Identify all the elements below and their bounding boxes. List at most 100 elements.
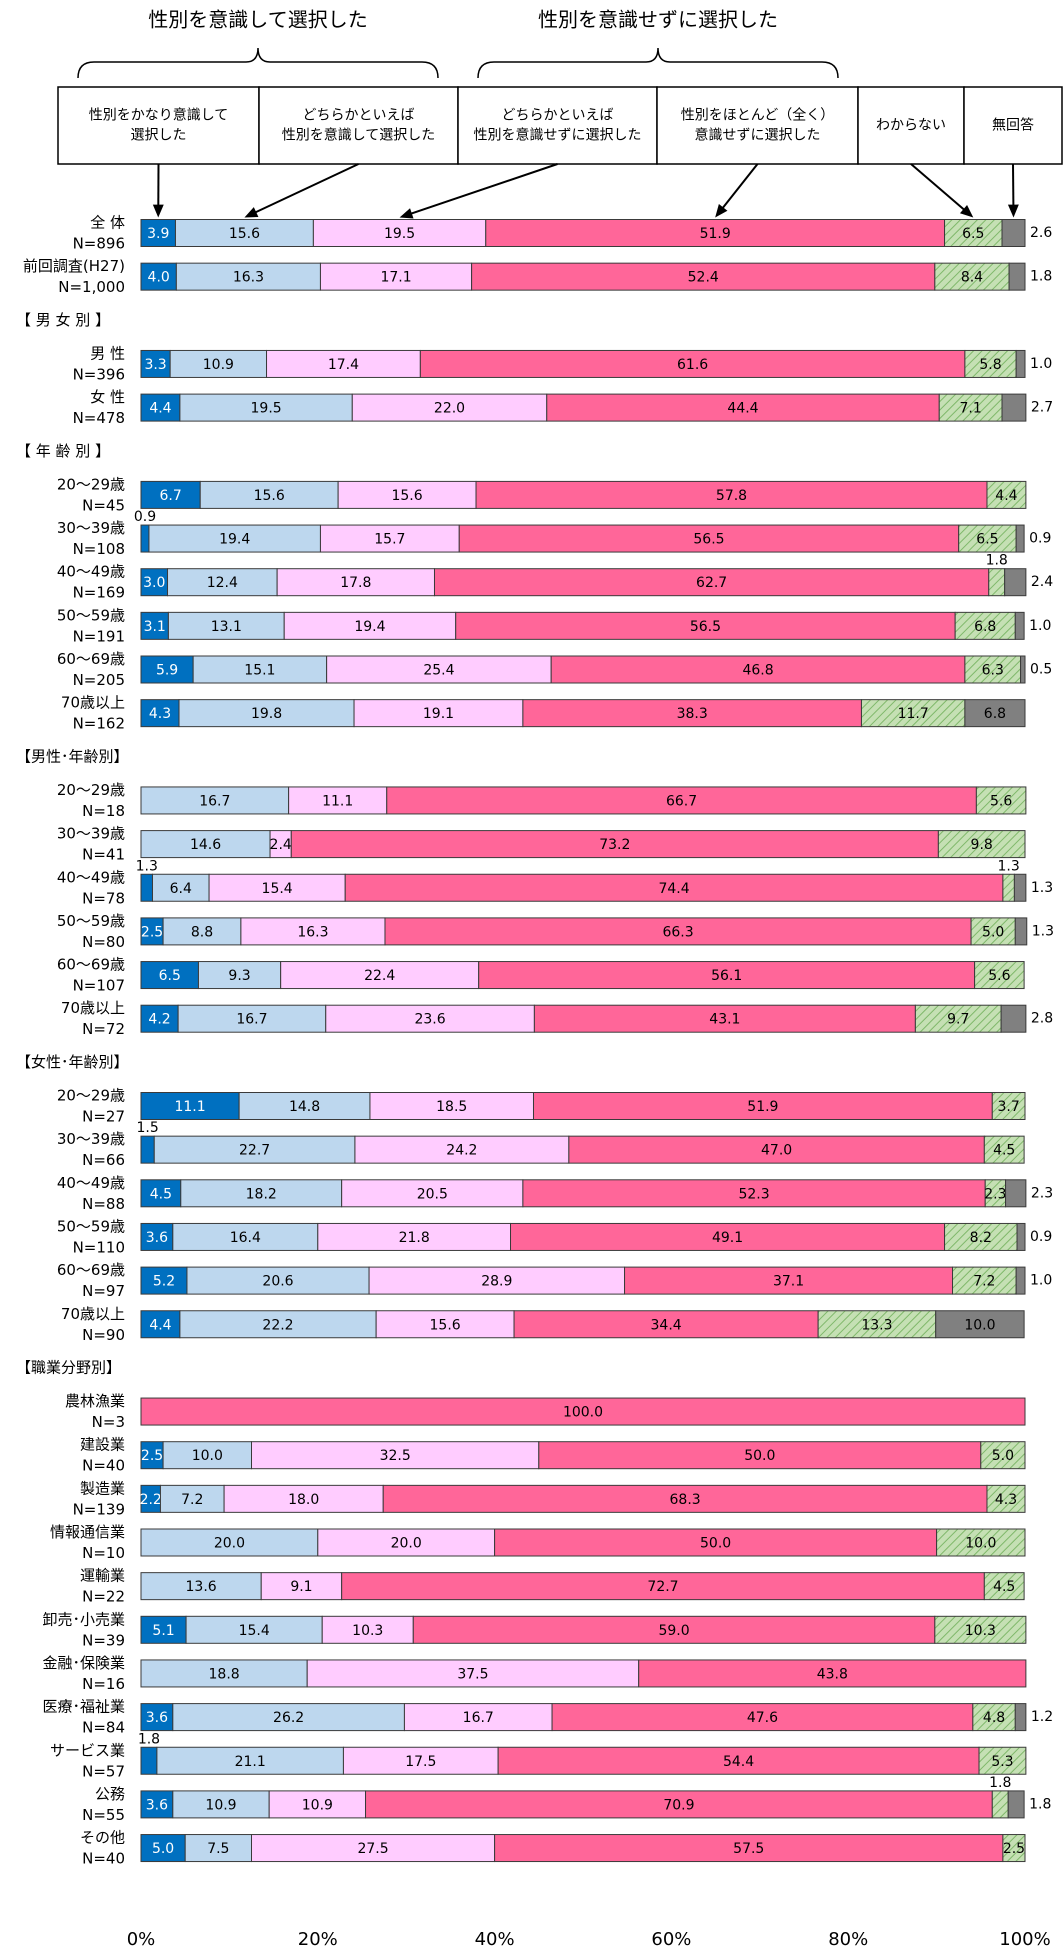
- bar-segment: [266, 349, 421, 378]
- bar-segment: [860, 699, 966, 728]
- bar-segment: [975, 786, 1027, 815]
- value-label: 61.6: [677, 357, 708, 373]
- x-tick-label: 20%: [298, 1929, 338, 1950]
- bar-segment: [1008, 262, 1026, 291]
- value-label: 2.7: [1031, 400, 1053, 416]
- bar-segment: [140, 262, 177, 291]
- value-label: 59.0: [658, 1623, 689, 1639]
- n-label: N=55: [82, 1806, 125, 1824]
- bar-segment: [934, 262, 1010, 291]
- value-label: 11.1: [322, 793, 353, 809]
- bar-segment: [986, 480, 1027, 509]
- n-label: N=162: [73, 715, 125, 733]
- value-label: 56.5: [690, 619, 721, 635]
- bar-segment: [240, 917, 386, 946]
- value-label: 4.3: [149, 706, 171, 722]
- bar-segment: [510, 1222, 946, 1251]
- category-label: 40〜49歳: [57, 1174, 125, 1192]
- bar-segment: [156, 1746, 344, 1775]
- value-label: 7.2: [181, 1492, 203, 1508]
- value-label: 9.1: [290, 1579, 312, 1595]
- bar-segment: [494, 1834, 1004, 1863]
- value-label: 66.3: [662, 924, 693, 940]
- value-label: 3.1: [144, 619, 166, 635]
- group-label: 性別を意識せずに選択した: [538, 8, 778, 32]
- value-label: 2.3: [984, 1186, 1006, 1202]
- value-label: 4.5: [150, 1186, 172, 1202]
- value-label: 1.8: [989, 1775, 1011, 1791]
- legend-box: [656, 86, 859, 165]
- value-label: 3.6: [146, 1797, 168, 1813]
- value-label: 9.3: [228, 968, 250, 984]
- bar-segment: [268, 1790, 367, 1819]
- bar-segment: [199, 480, 339, 509]
- n-label: N=205: [73, 671, 125, 689]
- category-label: 前回調査(H27): [23, 257, 125, 275]
- value-label: 1.8: [138, 1731, 160, 1747]
- value-label: 2.2: [140, 1492, 162, 1508]
- value-label: 54.4: [723, 1754, 754, 1770]
- n-label: N=191: [73, 627, 125, 645]
- value-label: 56.5: [693, 532, 724, 548]
- value-label: 70.9: [663, 1797, 694, 1813]
- value-label: 19.4: [354, 619, 385, 635]
- bar-segment: [532, 1092, 993, 1120]
- category-label: 全 体: [90, 214, 125, 232]
- value-label: 22.2: [262, 1317, 293, 1333]
- bar-segment: [319, 262, 473, 291]
- value-label: 5.0: [992, 1448, 1014, 1464]
- value-label: 4.3: [995, 1492, 1017, 1508]
- value-label: 2.4: [270, 837, 292, 853]
- bar-segment: [954, 611, 1016, 640]
- value-label: 52.3: [738, 1186, 769, 1202]
- value-label: 51.9: [747, 1099, 778, 1115]
- bar-segment: [1015, 524, 1025, 553]
- value-label: 6.5: [159, 968, 181, 984]
- arrow-head: [152, 204, 164, 218]
- brace: [477, 47, 839, 79]
- value-label: 15.7: [374, 532, 405, 548]
- bar-segment: [1013, 873, 1027, 902]
- category-label: 運輸業: [80, 1567, 125, 1585]
- bar-segment: [1014, 1703, 1027, 1732]
- bar-segment: [283, 611, 457, 640]
- value-label: 34.4: [651, 1317, 682, 1333]
- bar-segment: [986, 1484, 1026, 1513]
- bar-segment: [1002, 1834, 1026, 1863]
- value-label: 17.8: [340, 575, 371, 591]
- legend-box: [258, 86, 459, 165]
- n-label: N=41: [82, 846, 125, 864]
- bar-segment: [319, 524, 460, 553]
- bar-segment: [197, 961, 282, 990]
- bar-segment: [1015, 1266, 1026, 1295]
- bar-segment: [140, 1179, 182, 1208]
- bar-segment: [991, 1092, 1026, 1120]
- value-label: 2.5: [1003, 1841, 1025, 1857]
- legend-box: [57, 86, 260, 165]
- bar-segment: [344, 873, 1004, 902]
- bar-segment: [458, 524, 960, 553]
- value-label: 13.3: [861, 1317, 892, 1333]
- x-tick-label: 100%: [999, 1929, 1050, 1950]
- value-label: 10.9: [302, 1797, 333, 1813]
- value-label: 0.5: [1030, 662, 1052, 678]
- value-label: 1.8: [1029, 1796, 1051, 1812]
- arrow-head: [399, 208, 414, 219]
- value-label: 32.5: [380, 1448, 411, 1464]
- bar-segment: [938, 393, 1003, 422]
- bar-segment: [1014, 917, 1028, 946]
- bar-segment: [337, 480, 477, 509]
- section-header: 【女性･年齢別】: [16, 1053, 129, 1071]
- value-label: 49.1: [712, 1230, 743, 1246]
- value-label: 5.6: [990, 793, 1012, 809]
- value-label: 16.3: [233, 270, 264, 286]
- bar-segment: [382, 1484, 988, 1513]
- bar-segment: [223, 1484, 384, 1513]
- category-label: 情報通信業: [50, 1523, 125, 1541]
- bar-segment: [140, 1135, 155, 1164]
- value-label: 18.0: [288, 1492, 319, 1508]
- value-label: 4.0: [148, 270, 170, 286]
- value-label: 66.7: [666, 793, 697, 809]
- value-label: 7.1: [960, 401, 982, 417]
